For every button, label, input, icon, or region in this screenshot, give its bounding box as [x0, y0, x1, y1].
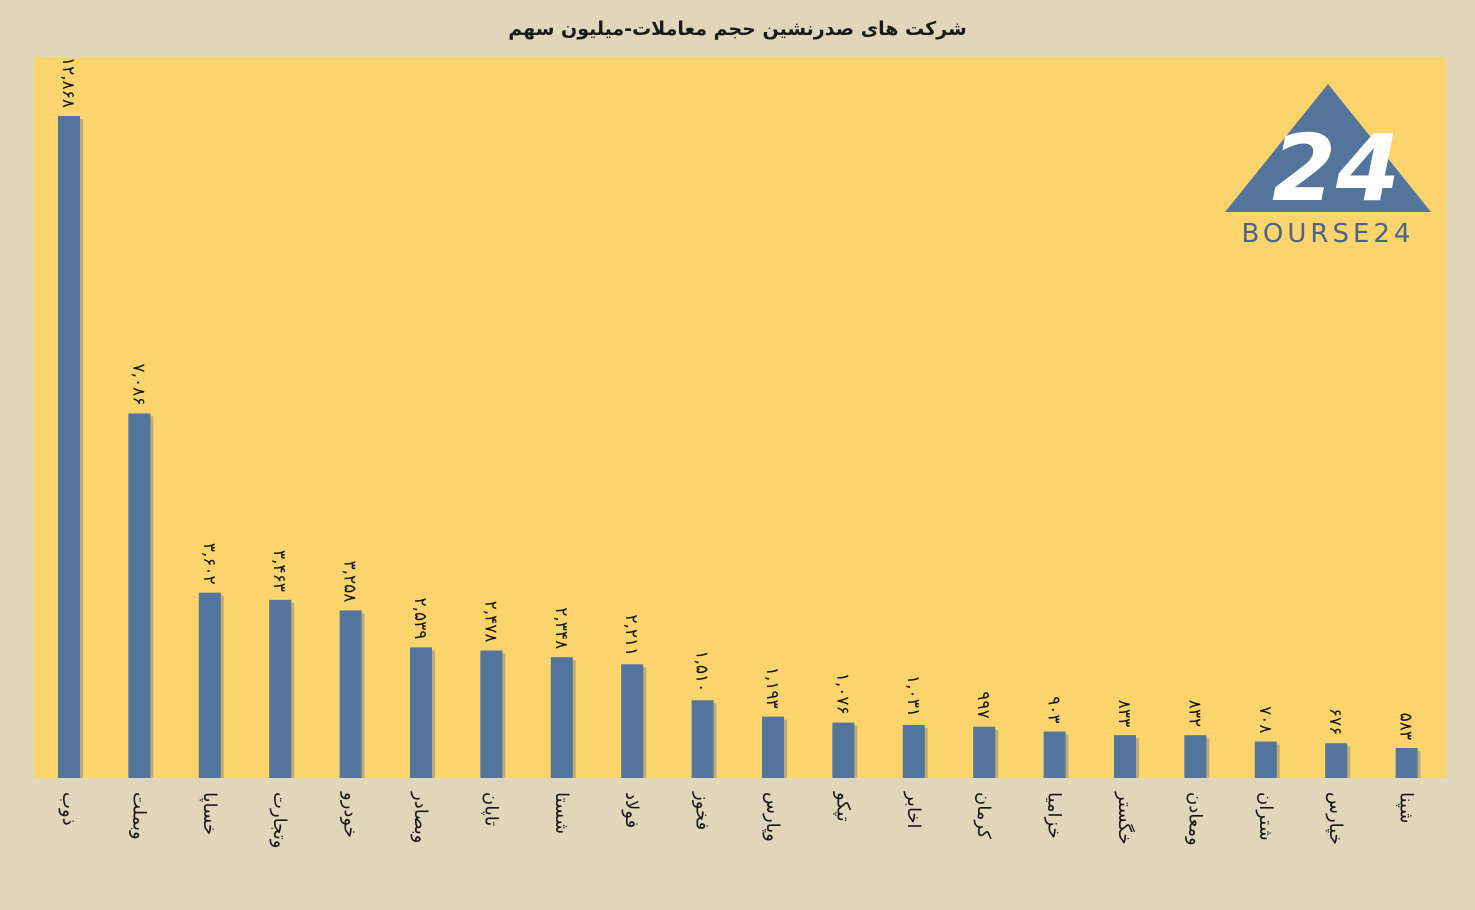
- bar-3: [269, 599, 292, 778]
- bar-15: [1114, 735, 1136, 778]
- value-label-7: ۲,۳۴۸: [551, 607, 571, 649]
- value-label-5: ۲,۵۳۹: [410, 597, 430, 639]
- bar-1: [128, 413, 151, 778]
- category-label-16: ومعادن: [1184, 792, 1205, 846]
- bourse24-logo: 24 BOURSE24: [1225, 84, 1431, 249]
- bar-11: [832, 722, 855, 778]
- value-label-3: ۳,۴۶۳: [269, 550, 289, 592]
- category-label-3: وتجارت: [269, 792, 290, 848]
- bar-16: [1184, 735, 1207, 778]
- bars-layer: [58, 116, 1421, 778]
- category-label-5: وبصادر: [410, 791, 431, 844]
- value-label-15: ۸۳۳: [1114, 700, 1134, 727]
- category-label-1: وبملت: [128, 792, 149, 840]
- logo-triangle: [1225, 84, 1431, 212]
- category-label-17: شتران: [1255, 792, 1276, 841]
- category-label-7: شستا: [551, 792, 572, 834]
- category-label-13: کرمان: [973, 792, 994, 839]
- labels-layer: ۱۲,۸۶۸ ذوب ۷,۰۸۶ وبملت ۳,۶۰۲ خساپا ۳,۴۶۳ وتجارت…: [58, 57, 1417, 849]
- value-label-12: ۱,۰۳۱: [903, 675, 923, 717]
- bar-2: [198, 592, 221, 778]
- category-label-9: فخوز: [692, 791, 713, 830]
- value-label-8: ۲,۲۱۱: [621, 614, 641, 656]
- value-label-1: ۷,۰۸۶: [128, 364, 148, 406]
- category-label-19: شپنا: [1396, 792, 1417, 823]
- bar-10: [762, 716, 784, 778]
- category-label-12: اخابر: [903, 791, 924, 829]
- category-label-18: خپارس: [1325, 792, 1346, 845]
- bar-14: [1043, 731, 1066, 778]
- category-label-14: خزامیا: [1044, 792, 1065, 839]
- category-label-4: خودرو: [340, 791, 361, 838]
- category-label-10: وپارس: [762, 792, 783, 842]
- bar-12: [902, 724, 925, 778]
- logo-mark: 24: [1272, 115, 1400, 222]
- bar-13: [973, 726, 996, 778]
- chart-title: شرکت های صدرنشین حجم معاملات-میلیون سهم: [508, 18, 967, 40]
- bar-6: [480, 650, 503, 778]
- value-label-4: ۳,۲۵۸: [340, 560, 360, 602]
- value-label-2: ۳,۶۰۲: [199, 543, 219, 585]
- bar-5: [410, 647, 432, 778]
- value-label-17: ۷۰۸: [1255, 706, 1275, 733]
- value-label-18: ۶۷۶: [1325, 708, 1345, 735]
- category-label-2: خساپا: [199, 792, 220, 835]
- bar-8: [621, 664, 644, 778]
- category-label-15: خگستر: [1114, 791, 1136, 845]
- bar-18: [1325, 743, 1348, 778]
- bar-19: [1395, 748, 1418, 778]
- bar-9: [691, 700, 714, 778]
- value-label-19: ۵۸۳: [1396, 713, 1416, 740]
- value-label-6: ۲,۴۷۸: [480, 601, 500, 643]
- value-label-9: ۱,۵۱۰: [692, 650, 712, 692]
- bar-7: [550, 657, 573, 778]
- value-label-10: ۱,۱۹۳: [762, 667, 782, 709]
- value-label-14: ۹۰۳: [1044, 696, 1064, 723]
- bar-4: [339, 610, 362, 778]
- value-label-16: ۸۳۲: [1184, 700, 1204, 727]
- category-label-0: ذوب: [58, 792, 79, 826]
- category-label-6: تاپان: [480, 792, 501, 826]
- bar-0: [58, 116, 80, 778]
- category-label-11: تپکو: [832, 791, 853, 822]
- logo-wordmark: BOURSE24: [1242, 219, 1415, 249]
- plot-area: [34, 57, 1446, 778]
- value-label-0: ۱۲,۸۶۸: [58, 57, 78, 108]
- bar-17: [1254, 741, 1277, 778]
- value-label-13: ۹۹۷: [973, 691, 993, 718]
- category-label-8: فولاد: [621, 792, 642, 828]
- value-label-11: ۱,۰۷۶: [832, 673, 852, 715]
